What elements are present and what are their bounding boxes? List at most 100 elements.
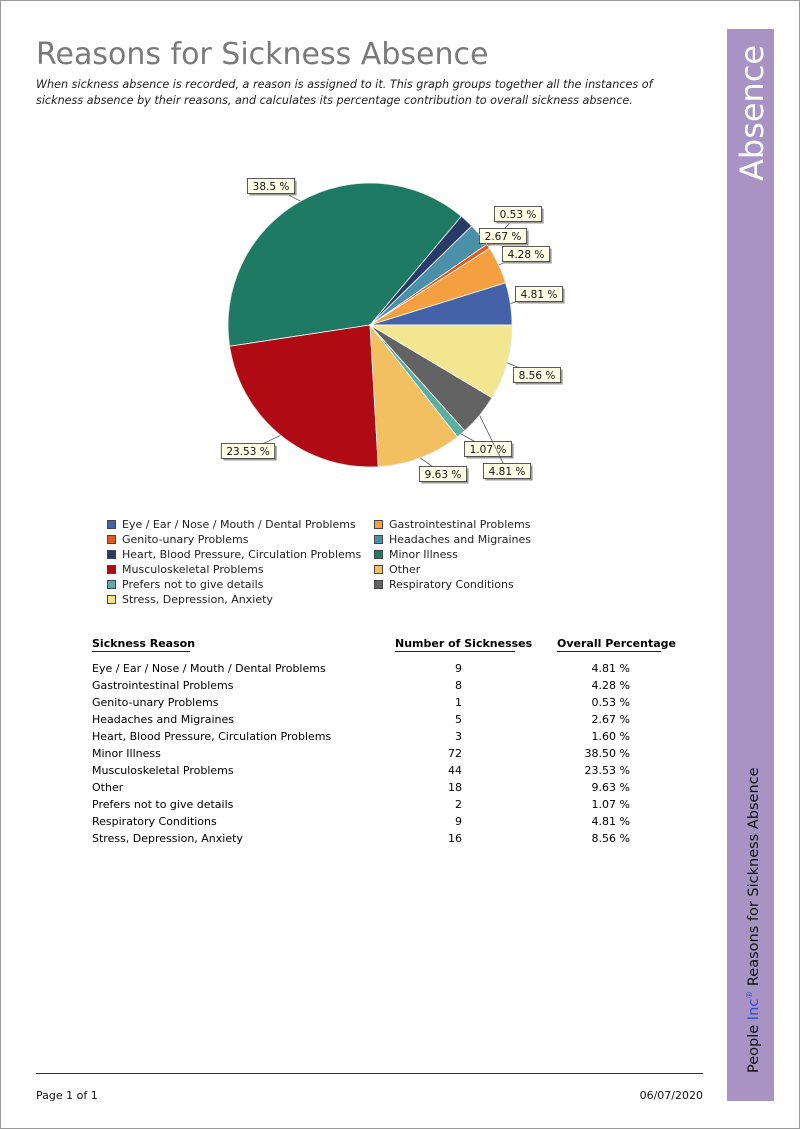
cell-percent: 9.63 % [591, 781, 630, 794]
cell-percent: 2.67 % [591, 713, 630, 726]
cell-reason: Other [92, 781, 124, 794]
legend-label: Headaches and Migraines [389, 533, 532, 546]
table-row: Headaches and Migraines 5 2.67 % [1, 711, 799, 728]
cell-reason: Stress, Depression, Anxiety [92, 832, 243, 845]
cell-percent: 38.50 % [584, 747, 630, 760]
data-label-box [501, 246, 550, 262]
cell-reason: Respiratory Conditions [92, 815, 217, 828]
legend-swatch [374, 520, 383, 529]
cell-percent: 4.81 % [591, 662, 630, 675]
legend-label: Prefers not to give details [122, 578, 264, 591]
cell-count: 72 [448, 747, 462, 760]
legend-item: Respiratory Conditions [374, 577, 514, 592]
brand-name-a: People [745, 1020, 762, 1073]
table-row: Gastrointestinal Problems 8 4.28 % [1, 677, 799, 694]
cell-count: 1 [455, 696, 462, 709]
page-number: Page 1 of 1 [36, 1089, 98, 1102]
page-title: Reasons for Sickness Absence [36, 37, 489, 72]
legend-swatch [107, 520, 116, 529]
legend-swatch [107, 580, 116, 589]
data-label-box [418, 466, 467, 482]
cell-percent: 1.07 % [591, 798, 630, 811]
data-label: 23.53 % [226, 446, 269, 458]
cell-reason: Prefers not to give details [92, 798, 234, 811]
cell-count: 5 [455, 713, 462, 726]
legend-swatch [374, 565, 383, 574]
cell-percent: 1.60 % [591, 730, 630, 743]
legend-label: Eye / Ear / Nose / Mouth / Dental Proble… [122, 518, 356, 531]
cell-percent: 4.81 % [591, 815, 630, 828]
report-date: 06/07/2020 [639, 1089, 703, 1102]
legend-swatch [107, 535, 116, 544]
legend-item: Gastrointestinal Problems [374, 517, 531, 532]
table-row: Genito-unary Problems 1 0.53 % [1, 694, 799, 711]
table-row: Eye / Ear / Nose / Mouth / Dental Proble… [1, 660, 799, 677]
cell-percent: 0.53 % [591, 696, 630, 709]
data-label-leader [479, 415, 508, 472]
legend-item: Headaches and Migraines [374, 532, 531, 547]
legend-item: Minor Illness [374, 547, 458, 562]
cell-reason: Gastrointestinal Problems [92, 679, 234, 692]
report-name: Reasons for Sickness Absence [745, 767, 762, 991]
cell-reason: Musculoskeletal Problems [92, 764, 234, 777]
legend-label: Genito-unary Problems [122, 533, 249, 546]
cell-percent: 4.28 % [591, 679, 630, 692]
data-label: 9.63 % [425, 469, 462, 481]
registered-mark: ® [745, 990, 754, 999]
legend-label: Minor Illness [389, 548, 458, 561]
legend-label: Musculoskeletal Problems [122, 563, 264, 576]
cell-count: 16 [448, 832, 462, 845]
table-row: Other 18 9.63 % [1, 779, 799, 796]
legend-label: Stress, Depression, Anxiety [122, 593, 273, 606]
table-header-count: Number of Sicknesses [395, 637, 533, 650]
section-title-vertical: Absence [733, 44, 771, 181]
cell-reason: Genito-unary Problems [92, 696, 219, 709]
legend-item: Genito-unary Problems [107, 532, 248, 547]
legend-swatch [374, 580, 383, 589]
data-label: 4.28 % [508, 249, 545, 261]
table-header-underline [395, 651, 515, 652]
cell-reason: Eye / Ear / Nose / Mouth / Dental Proble… [92, 662, 326, 675]
cell-reason: Heart, Blood Pressure, Circulation Probl… [92, 730, 332, 743]
table-row: Stress, Depression, Anxiety 16 8.56 % [1, 830, 799, 847]
data-label-box [220, 443, 276, 459]
table-row: Respiratory Conditions 9 4.81 % [1, 813, 799, 830]
legend-swatch [107, 595, 116, 604]
cell-count: 9 [455, 815, 462, 828]
legend-label: Other [389, 563, 421, 576]
cell-percent: 23.53 % [584, 764, 630, 777]
data-label-box [478, 228, 527, 244]
data-label-box [513, 367, 562, 383]
legend-label: Heart, Blood Pressure, Circulation Probl… [122, 548, 362, 561]
data-label-box [482, 463, 531, 479]
table-header-reason: Sickness Reason [92, 637, 196, 650]
cell-count: 3 [455, 730, 462, 743]
data-label-box [515, 286, 564, 302]
legend-item: Stress, Depression, Anxiety [107, 592, 273, 607]
data-label-box [493, 206, 542, 222]
table-row: Minor Illness 72 38.50 % [1, 745, 799, 762]
table-row: Heart, Blood Pressure, Circulation Probl… [1, 728, 799, 745]
data-label: 0.53 % [500, 209, 537, 221]
side-band [727, 29, 774, 1101]
data-label: 4.81 % [521, 289, 558, 301]
pie-outline [227, 182, 513, 468]
legend-swatch [107, 550, 116, 559]
cell-percent: 8.56 % [591, 832, 630, 845]
footer-divider [36, 1073, 703, 1074]
legend-swatch [107, 565, 116, 574]
legend-item: Musculoskeletal Problems [107, 562, 264, 577]
table-row: Musculoskeletal Problems 44 23.53 % [1, 762, 799, 779]
side-report-footer: People Inc® Reasons for Sickness Absence [742, 767, 762, 1073]
legend-swatch [374, 535, 383, 544]
legend-item: Eye / Ear / Nose / Mouth / Dental Proble… [107, 517, 356, 532]
legend-swatch [374, 550, 383, 559]
table-row: Prefers not to give details 2 1.07 % [1, 796, 799, 813]
data-label-box [246, 178, 295, 194]
pie-chart: 4.81 % 4.28 % 0.53 % 2.67 % 38.5 % 23.53 % 9.6… [220, 178, 565, 484]
legend-label: Respiratory Conditions [389, 578, 514, 591]
table-header-underline [92, 651, 190, 652]
cell-count: 18 [448, 781, 462, 794]
cell-count: 2 [455, 798, 462, 811]
